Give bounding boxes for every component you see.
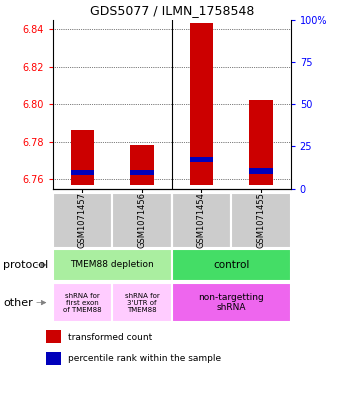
Bar (231, 193, 291, 248)
Bar (53, 283, 112, 322)
Bar (249, 168, 273, 174)
Bar (71, 170, 94, 176)
Bar (46, 352, 61, 365)
Text: other: other (3, 298, 33, 308)
Text: non-targetting
shRNA: non-targetting shRNA (198, 293, 264, 312)
Title: GDS5077 / ILMN_1758548: GDS5077 / ILMN_1758548 (89, 4, 254, 17)
Text: GSM1071454: GSM1071454 (197, 192, 206, 248)
Bar (249, 100, 273, 185)
Text: control: control (213, 260, 249, 270)
Bar (190, 24, 214, 185)
Bar (71, 130, 94, 185)
Text: protocol: protocol (3, 260, 49, 270)
Bar (112, 193, 172, 248)
Bar (112, 283, 172, 322)
Bar (46, 330, 61, 343)
Text: transformed count: transformed count (68, 333, 152, 342)
Bar (130, 145, 154, 185)
Text: GSM1071456: GSM1071456 (137, 192, 147, 248)
Bar (53, 249, 172, 281)
Text: percentile rank within the sample: percentile rank within the sample (68, 354, 221, 363)
Bar (172, 249, 291, 281)
Bar (172, 193, 231, 248)
Text: TMEM88 depletion: TMEM88 depletion (70, 261, 154, 269)
Bar (130, 170, 154, 176)
Text: shRNA for
3'UTR of
TMEM88: shRNA for 3'UTR of TMEM88 (124, 293, 159, 312)
Text: GSM1071455: GSM1071455 (256, 192, 266, 248)
Bar (53, 193, 112, 248)
Bar (190, 157, 214, 162)
Text: shRNA for
first exon
of TMEM88: shRNA for first exon of TMEM88 (63, 293, 102, 312)
Bar (172, 283, 291, 322)
Text: GSM1071457: GSM1071457 (78, 192, 87, 248)
